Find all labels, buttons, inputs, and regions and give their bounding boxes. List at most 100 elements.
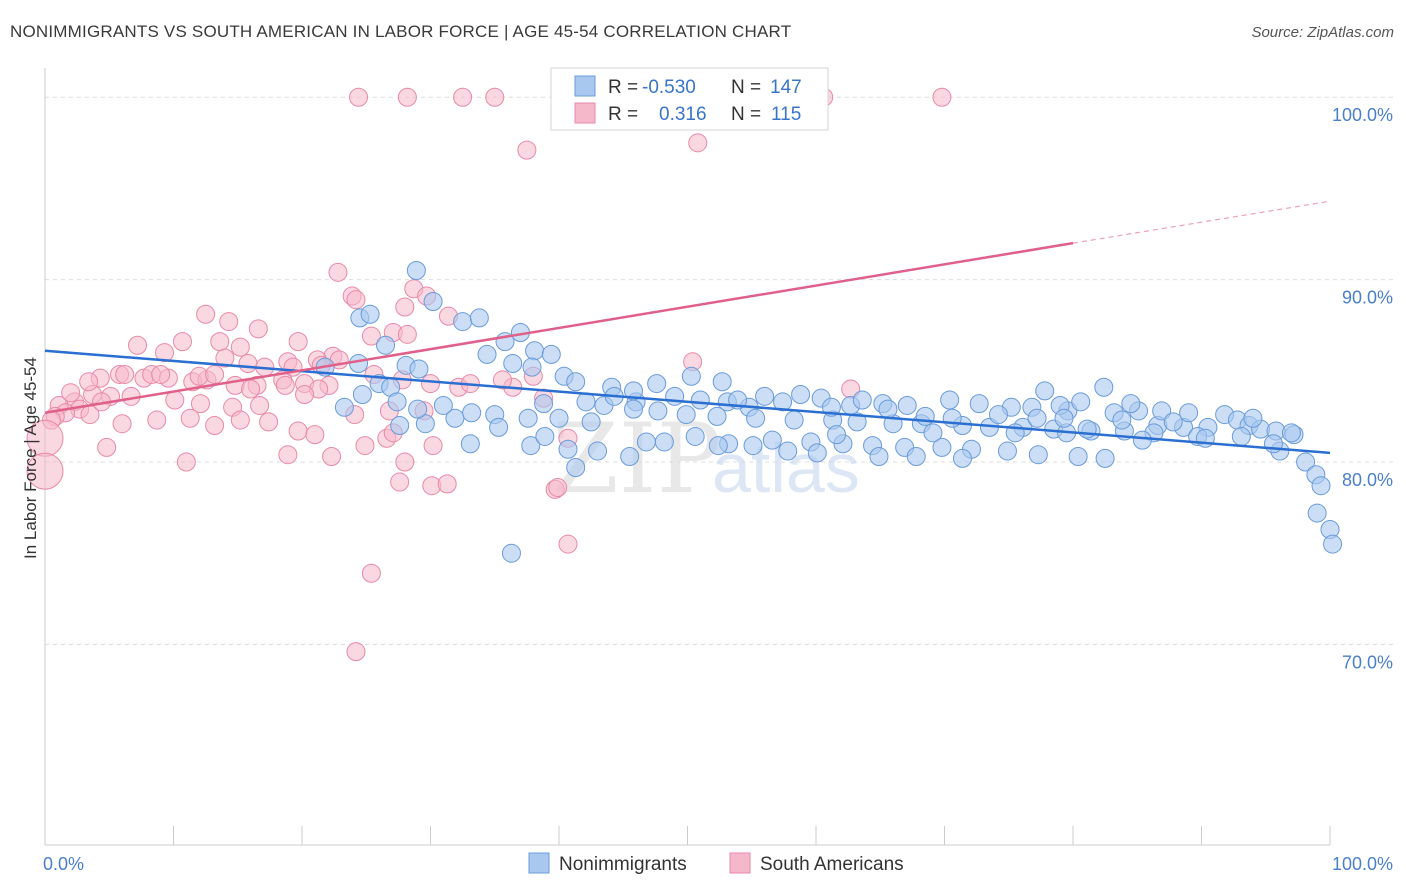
point-south-americans <box>361 563 381 583</box>
point-nonimmigrants <box>1095 448 1115 468</box>
legend-swatch-pink <box>574 102 596 124</box>
point-nonimmigrants <box>535 426 555 446</box>
point-south-americans <box>97 437 117 457</box>
point-nonimmigrants <box>352 385 372 405</box>
point-south-americans <box>219 312 239 332</box>
point-south-americans <box>492 370 512 390</box>
point-nonimmigrants <box>376 335 396 355</box>
point-nonimmigrants <box>477 344 497 364</box>
point-nonimmigrants <box>1068 447 1088 467</box>
point-nonimmigrants <box>406 261 426 280</box>
point-south-americans <box>155 343 175 363</box>
point-nonimmigrants <box>525 341 545 361</box>
point-nonimmigrants <box>1231 426 1251 446</box>
bottom-legend-swatch-pink <box>729 852 751 874</box>
point-nonimmigrants <box>746 408 766 428</box>
point-south-americans <box>397 87 417 107</box>
bottom-legend-south-americans: South Americans <box>760 854 904 875</box>
point-nonimmigrants <box>534 394 554 414</box>
point-nonimmigrants <box>581 412 601 432</box>
point-south-americans <box>176 452 196 472</box>
point-south-americans <box>151 364 171 384</box>
y-tick-label-80: 80.0% <box>1342 470 1393 490</box>
point-nonimmigrants <box>566 372 586 392</box>
point-nonimmigrants <box>847 412 867 432</box>
point-nonimmigrants <box>1094 377 1114 397</box>
point-south-americans <box>395 452 415 472</box>
point-south-americans <box>688 133 708 153</box>
point-south-americans <box>259 412 279 432</box>
point-south-americans <box>548 478 568 498</box>
point-nonimmigrants <box>997 441 1017 461</box>
point-south-americans <box>346 290 366 310</box>
point-south-americans <box>395 297 415 317</box>
point-nonimmigrants <box>503 354 523 374</box>
point-nonimmigrants <box>558 439 578 459</box>
point-south-americans <box>421 374 440 394</box>
legend-box: R = -0.530 N = 147 R = 0.316 N = 115 <box>550 67 829 131</box>
point-nonimmigrants <box>1035 381 1055 401</box>
point-nonimmigrants <box>1112 410 1132 430</box>
point-nonimmigrants <box>707 406 727 426</box>
point-nonimmigrants <box>685 426 705 446</box>
point-nonimmigrants <box>690 390 710 410</box>
point-nonimmigrants <box>1307 503 1327 523</box>
point-south-americans <box>288 421 308 441</box>
y-tick-label-100: 100.0% <box>1332 105 1393 125</box>
point-nonimmigrants <box>878 399 898 419</box>
point-south-americans <box>485 87 505 107</box>
point-nonimmigrants <box>360 304 380 324</box>
point-nonimmigrants <box>566 457 586 477</box>
point-nonimmigrants <box>576 392 596 412</box>
point-nonimmigrants <box>1132 430 1152 450</box>
point-south-americans <box>328 262 348 282</box>
point-south-americans <box>190 394 210 414</box>
point-nonimmigrants <box>952 448 972 468</box>
point-south-americans <box>390 472 410 492</box>
point-south-americans <box>241 379 261 399</box>
point-nonimmigrants <box>624 381 644 401</box>
point-nonimmigrants <box>1028 445 1048 465</box>
point-south-americans <box>248 319 268 339</box>
point-nonimmigrants <box>1311 476 1331 496</box>
point-nonimmigrants <box>433 395 453 415</box>
bottom-legend-nonimmigrants: Nonimmigrants <box>559 854 687 875</box>
legend-n-value-1: 147 <box>770 77 802 98</box>
point-south-americans <box>112 414 132 434</box>
point-nonimmigrants <box>897 395 917 415</box>
point-nonimmigrants <box>334 397 354 417</box>
point-nonimmigrants <box>676 405 696 425</box>
point-nonimmigrants <box>1027 408 1047 428</box>
point-south-americans <box>61 383 81 403</box>
point-nonimmigrants <box>1071 392 1091 412</box>
point-nonimmigrants <box>708 436 728 456</box>
point-nonimmigrants <box>743 436 763 456</box>
x-tick-label-0: 0.0% <box>43 854 84 874</box>
point-nonimmigrants <box>773 392 793 412</box>
point-south-americans <box>115 364 135 384</box>
south-americans-series <box>26 87 952 662</box>
point-nonimmigrants <box>387 392 407 412</box>
point-nonimmigrants <box>807 443 827 463</box>
point-nonimmigrants <box>778 441 798 461</box>
point-south-americans <box>180 408 200 428</box>
legend-n-label-2: N = <box>731 104 761 125</box>
point-south-americans <box>437 474 457 494</box>
point-south-americans <box>361 326 381 346</box>
point-nonimmigrants <box>409 359 429 379</box>
point-south-americans <box>230 410 250 430</box>
point-nonimmigrants <box>869 447 889 467</box>
legend-r-value-1: -0.530 <box>642 77 696 98</box>
point-south-americans <box>165 390 185 410</box>
point-south-americans <box>295 385 315 405</box>
bottom-legend: Nonimmigrants South Americans <box>528 852 904 875</box>
point-nonimmigrants <box>460 434 480 454</box>
point-nonimmigrants <box>588 441 608 461</box>
legend-n-value-2: 115 <box>771 104 801 125</box>
point-south-americans <box>517 140 537 160</box>
point-nonimmigrants <box>415 414 435 434</box>
point-nonimmigrants <box>784 410 804 430</box>
trend-lines <box>44 200 1331 455</box>
point-nonimmigrants <box>549 408 569 428</box>
point-south-americans <box>349 87 369 107</box>
